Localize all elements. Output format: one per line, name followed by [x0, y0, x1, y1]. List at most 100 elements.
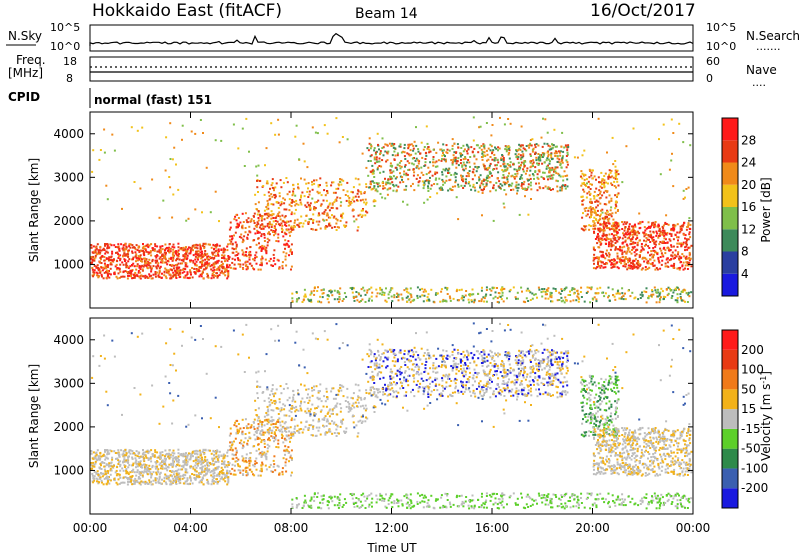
velocity-echo-cell: [90, 468, 92, 470]
power-echo-cell: [529, 174, 531, 176]
power-echo-cell: [300, 204, 302, 206]
power-echo-cell: [365, 211, 367, 213]
power-echo-cell: [658, 225, 660, 227]
power-echo-cell: [606, 250, 608, 252]
power-echo-cell: [254, 194, 256, 196]
power-echo-cell: [413, 175, 415, 177]
power-echo-cell: [428, 181, 430, 183]
velocity-echo-cell: [179, 482, 181, 484]
power-echo-cell: [547, 132, 549, 134]
power-echo-cell: [253, 228, 255, 230]
power-echo-cell: [582, 189, 584, 191]
power-echo-cell: [93, 260, 95, 262]
power-echo-cell: [236, 244, 238, 246]
power-echo-cell: [317, 200, 319, 202]
velocity-echo-cell: [139, 482, 141, 484]
power-echo-cell: [151, 179, 153, 181]
power-echo-cell: [418, 181, 420, 183]
velocity-echo-cell: [101, 480, 103, 482]
power-echo-cell: [395, 155, 397, 157]
power-echo-cell: [434, 173, 436, 175]
power-echo-cell: [651, 256, 653, 258]
velocity-echo-cell: [111, 450, 113, 452]
power-echo-cell: [282, 267, 284, 269]
power-echo-cell: [331, 291, 333, 293]
power-echo-cell: [610, 209, 612, 211]
power-echo-cell: [680, 261, 682, 263]
power-echo-cell: [539, 187, 541, 189]
velocity-echo-cell: [185, 452, 187, 454]
velocity-echo-cell: [135, 466, 137, 468]
power-echo-cell: [587, 286, 589, 288]
power-echo-cell: [680, 297, 682, 299]
power-echo-cell: [679, 293, 681, 295]
power-echo-cell: [118, 255, 120, 257]
power-echo-cell: [463, 169, 465, 171]
power-echo-cell: [681, 300, 683, 302]
velocity-echo-cell: [187, 454, 189, 456]
power-echo-cell: [526, 290, 528, 292]
power-echo-cell: [378, 182, 380, 184]
power-echo-cell: [380, 150, 382, 152]
power-echo-cell: [653, 239, 655, 241]
power-echo-cell: [226, 258, 228, 260]
power-echo-cell: [472, 151, 474, 153]
power-echo-cell: [204, 253, 206, 255]
power-echo-cell: [285, 265, 287, 267]
power-echo-cell: [618, 293, 620, 295]
power-echo-cell: [606, 263, 608, 265]
power-echo-cell: [449, 188, 451, 190]
power-echo-cell: [352, 287, 354, 289]
power-echo-cell: [666, 247, 668, 249]
power-echo-cell: [367, 175, 369, 177]
power-echo-cell: [433, 149, 435, 151]
power-echo-cell: [500, 159, 502, 161]
velocity-echo-cell: [119, 470, 121, 472]
power-echo-cell: [601, 183, 603, 185]
velocity-echo-cell: [124, 465, 126, 467]
power-echo-cell: [269, 223, 271, 225]
power-echo-cell: [470, 146, 472, 148]
power-echo-cell: [669, 259, 671, 261]
power-echo-cell: [393, 294, 395, 296]
power-echo-cell: [275, 217, 277, 219]
power-echo-cell: [685, 188, 687, 190]
power-echo-cell: [412, 145, 414, 147]
power-echo-cell: [92, 259, 94, 261]
power-echo-cell: [605, 253, 607, 255]
power-echo-cell: [335, 192, 337, 194]
power-echo-cell: [131, 244, 133, 246]
power-echo-cell: [594, 222, 596, 224]
power-echo-cell: [456, 162, 458, 164]
velocity-echo-cell: [172, 457, 174, 459]
power-echo-cell: [460, 153, 462, 155]
power-echo-cell: [629, 295, 631, 297]
power-echo-cell: [170, 258, 172, 260]
power-echo-cell: [455, 157, 457, 159]
power-echo-cell: [553, 288, 555, 290]
power-echo-cell: [242, 264, 244, 266]
power-echo-cell: [200, 257, 202, 259]
velocity-echo-cell: [138, 457, 140, 459]
velocity-echo-cell: [155, 482, 157, 484]
power-echo-cell: [617, 209, 619, 211]
power-echo-cell: [609, 213, 611, 215]
power-echo-cell: [332, 181, 334, 183]
power-echo-cell: [148, 273, 150, 275]
power-echo-cell: [364, 191, 366, 193]
velocity-echo-cell: [97, 470, 99, 472]
power-echo-cell: [624, 230, 626, 232]
power-echo-cell: [440, 291, 442, 293]
power-echo-cell: [159, 270, 161, 272]
velocity-echo-cell: [131, 483, 133, 485]
power-echo-cell: [489, 176, 491, 178]
power-echo-cell: [121, 261, 123, 263]
power-echo-cell: [272, 213, 274, 215]
power-echo-cell: [256, 175, 258, 177]
power-echo-cell: [518, 187, 520, 189]
power-echo-cell: [336, 197, 338, 199]
power-echo-cell: [374, 157, 376, 159]
power-echo-cell: [252, 258, 254, 260]
power-echo-cell: [609, 194, 611, 196]
power-echo-cell: [195, 256, 197, 258]
